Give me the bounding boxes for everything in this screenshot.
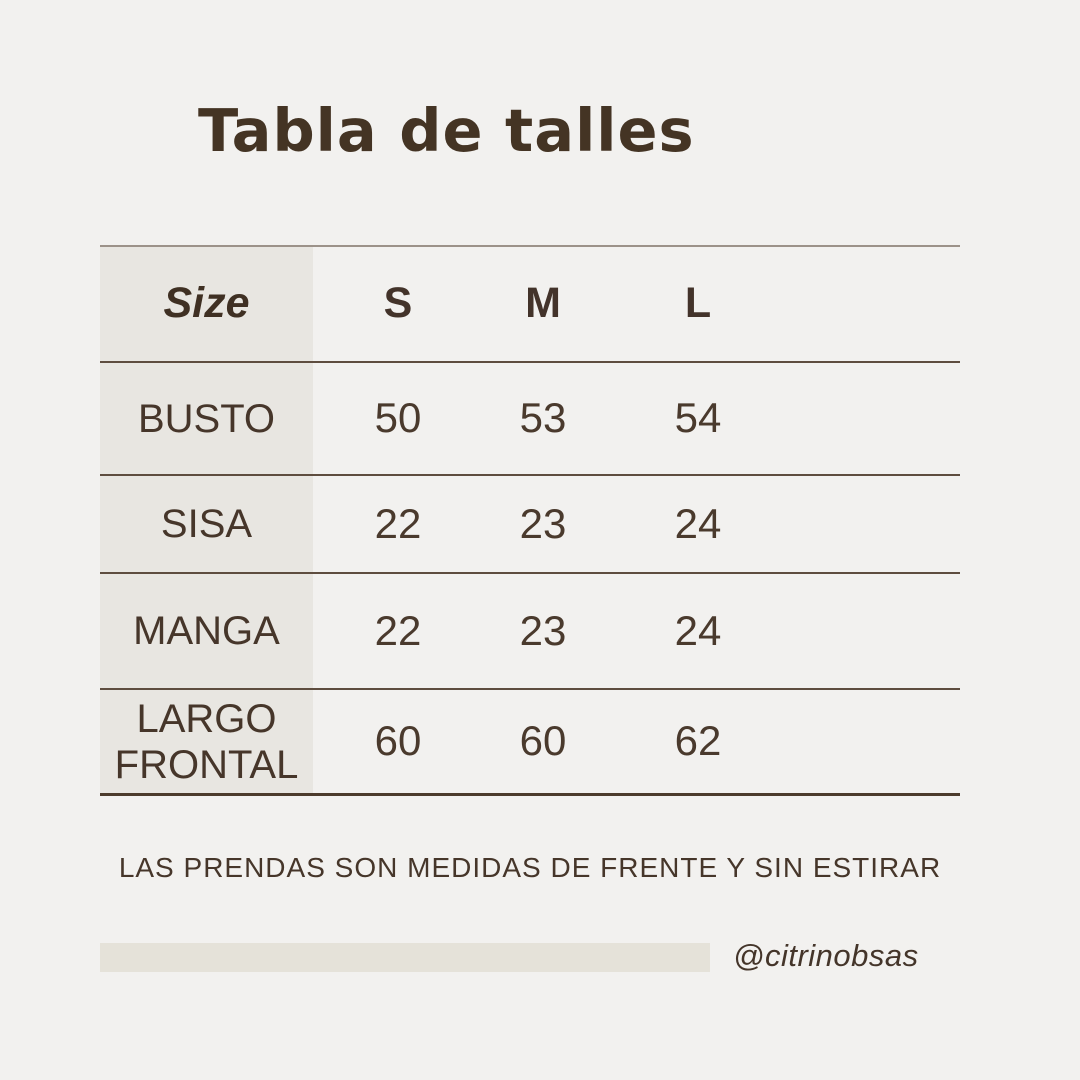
cell-value: 60 (519, 717, 567, 765)
cell-value: 60 (374, 717, 422, 765)
page-title: Tabla de talles (198, 96, 695, 165)
table-row: LARGO FRONTAL 60 60 62 (100, 690, 960, 796)
row-spacer (793, 476, 960, 572)
cell-value: 23 (519, 499, 567, 547)
cell-value: 24 (674, 606, 722, 654)
footer-decorative-bar (100, 943, 710, 972)
cell-value: 50 (374, 394, 422, 442)
row-label: SISA (100, 476, 313, 572)
row-spacer (793, 363, 960, 474)
cell-value: 54 (674, 394, 722, 442)
table-row: MANGA 22 23 24 (100, 574, 960, 690)
table-row: SISA 22 23 24 (100, 476, 960, 574)
row-spacer (793, 574, 960, 688)
cell-value: 62 (674, 717, 722, 765)
social-handle: @citrinobsas (733, 938, 919, 973)
measurement-note: LAS PRENDAS SON MEDIDAS DE FRENTE Y SIN … (118, 852, 942, 883)
header-spacer (793, 247, 960, 361)
size-column-header: Size (100, 247, 313, 361)
column-header-s: S (383, 279, 413, 328)
cell-value: 23 (519, 606, 567, 654)
size-table: Size S M L BUSTO 50 53 54 SISA 22 23 24 … (100, 245, 960, 796)
cell-value: 22 (374, 606, 422, 654)
cell-value: 22 (374, 499, 422, 547)
cell-value: 53 (519, 394, 567, 442)
row-label: LARGO FRONTAL (100, 690, 313, 793)
table-header-row: Size S M L (100, 247, 960, 363)
table-row: BUSTO 50 53 54 (100, 363, 960, 476)
cell-value: 24 (674, 499, 722, 547)
column-header-m: M (525, 279, 561, 328)
column-header-l: L (684, 279, 712, 328)
row-label: MANGA (100, 574, 313, 688)
row-label: BUSTO (100, 363, 313, 474)
row-spacer (793, 690, 960, 793)
